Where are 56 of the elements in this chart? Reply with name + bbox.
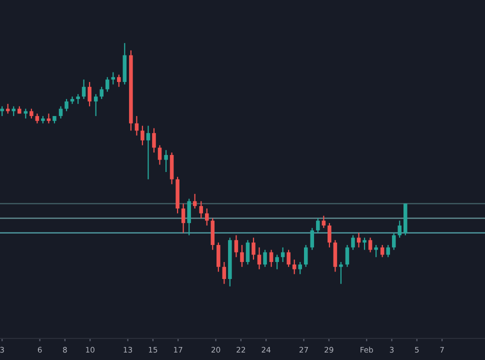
- candlestick: [0, 106, 4, 117]
- candlestick: [374, 244, 378, 258]
- candlestick: [111, 72, 116, 85]
- candlestick: [246, 240, 250, 265]
- candlestick: [304, 244, 308, 268]
- candlestick: [146, 125, 150, 180]
- candlestick: [105, 76, 110, 92]
- candlestick: [328, 222, 332, 248]
- candlestick: [362, 237, 366, 250]
- candlestick: [164, 150, 168, 173]
- candlestick: [187, 198, 191, 236]
- candlestick: [252, 237, 256, 260]
- candlestick: [240, 244, 244, 268]
- candlestick: [269, 249, 274, 268]
- candlestick: [263, 249, 267, 268]
- candlestick: [351, 234, 355, 250]
- candlestick: [30, 108, 34, 120]
- candlestick: [356, 232, 361, 248]
- candlestick: [199, 200, 204, 219]
- candlestick: [58, 106, 63, 120]
- candlestick: [205, 208, 209, 226]
- candlestick: [345, 244, 350, 268]
- candlestick: [35, 113, 40, 124]
- candlestick: [275, 254, 279, 270]
- candlestick: [100, 86, 104, 100]
- candlestick: [152, 128, 156, 154]
- candlestick: [70, 96, 74, 104]
- candlestick: [82, 78, 86, 100]
- candlestick: [158, 144, 162, 166]
- candlestick: [46, 113, 51, 124]
- candlestick: [386, 244, 390, 258]
- candlestick: [310, 227, 314, 250]
- candlestick: [298, 261, 302, 275]
- candlestick: [6, 103, 10, 114]
- candlestick: [12, 106, 16, 117]
- candlestick: [286, 249, 290, 268]
- candlestick: [398, 220, 402, 238]
- candlestick: [322, 215, 326, 229]
- candlestick: [234, 234, 238, 258]
- candlestick: [88, 81, 92, 107]
- candlestick: [392, 232, 396, 250]
- candlestick: [192, 193, 197, 210]
- candlestick: [24, 108, 28, 120]
- candlestick: [216, 242, 220, 272]
- candlestick: [64, 98, 68, 112]
- candlestick: [76, 94, 80, 104]
- candlestick: [140, 125, 144, 146]
- candlestick: [368, 237, 372, 253]
- candlestick: [292, 259, 296, 275]
- candlestick: [339, 261, 343, 284]
- candlestick: [181, 203, 186, 234]
- candlestick: [316, 218, 320, 234]
- candlestick: [94, 94, 98, 117]
- candlestick: [222, 261, 226, 284]
- candlestick: [117, 74, 121, 88]
- candlestick: [257, 246, 262, 270]
